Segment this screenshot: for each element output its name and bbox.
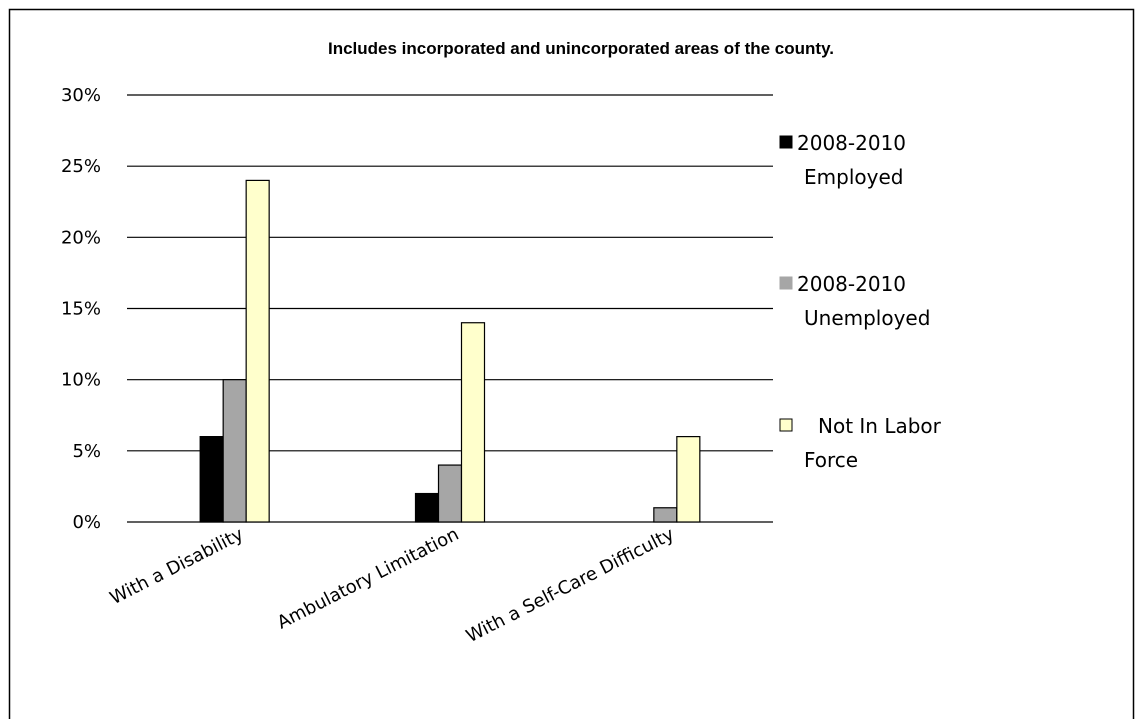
- legend-swatch: [779, 135, 793, 149]
- y-tick-label: 5%: [72, 441, 101, 462]
- y-tick-label: 0%: [72, 512, 101, 533]
- y-tick-label: 20%: [61, 227, 101, 248]
- bar-2008-2010-unemployed: [653, 507, 678, 523]
- legend-label: 2008-2010 Employed: [797, 131, 906, 189]
- legend-label-line: Not In Labor: [818, 414, 942, 438]
- bar-2008-2010-employed: [199, 436, 224, 523]
- chart-title: Includes incorporated and unincorporated…: [328, 39, 834, 58]
- legend-swatch: [779, 276, 793, 290]
- bar-not-in-labor-force: [676, 436, 701, 523]
- legend-label-line: Force: [804, 448, 858, 472]
- bar-2008-2010-employed: [414, 492, 440, 523]
- legend-label: 2008-2010 Unemployed: [797, 272, 930, 330]
- bar-2008-2010-unemployed: [437, 464, 463, 523]
- legend-label-line: 2008-2010: [797, 272, 906, 296]
- legend-label-line: Unemployed: [804, 306, 930, 330]
- y-tick-label: 30%: [61, 85, 101, 106]
- y-tick-label: 15%: [61, 299, 101, 320]
- bar-2008-2010-unemployed: [222, 379, 247, 523]
- legend-label-line: Employed: [804, 165, 903, 189]
- legend-swatch: [779, 418, 793, 432]
- legend-label-line: 2008-2010: [797, 131, 906, 155]
- y-tick-label: 25%: [61, 156, 101, 177]
- y-axis-ticks: 0% 5% 10% 15% 20% 25% 30%: [61, 85, 101, 533]
- bar-not-in-labor-force: [460, 322, 486, 523]
- bars: [199, 179, 701, 523]
- y-tick-label: 10%: [61, 370, 101, 391]
- legend: 2008-2010 Employed 2008-2010 Unemployed Not …: [779, 131, 942, 472]
- bar-not-in-labor-force: [245, 179, 270, 523]
- legend-label: Not In Labor Force: [804, 414, 942, 472]
- chart-border: [8, 8, 1135, 719]
